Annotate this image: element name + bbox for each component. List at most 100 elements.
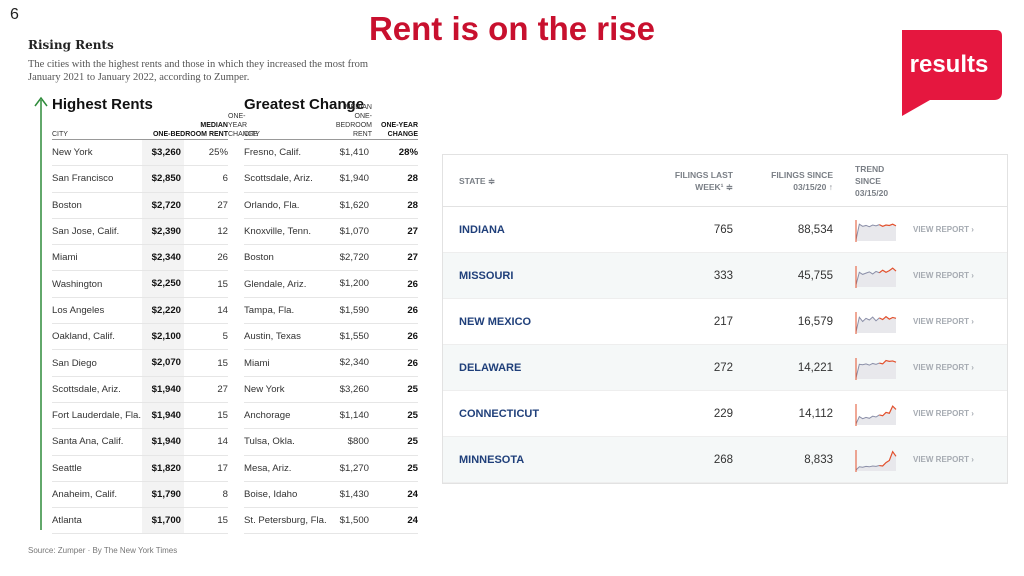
- table-row: Fort Lauderdale, Fla. $1,940 15: [52, 402, 228, 430]
- change-cell: 25%: [208, 147, 228, 159]
- city-cell: Glendale, Ariz.: [244, 278, 307, 290]
- rent-cell: $1,410: [339, 147, 369, 158]
- rent-cell: $2,340: [142, 245, 184, 271]
- table-row: Austin, Texas $1,550 26: [244, 324, 418, 351]
- rent-cell: $1,820: [142, 455, 184, 481]
- col-rent: MEDIAN ONE-BEDROOM RENT: [335, 104, 372, 138]
- city-cell: Atlanta: [52, 515, 82, 527]
- change-cell: 17: [217, 462, 228, 474]
- view-report-link[interactable]: VIEW REPORT ›: [913, 409, 974, 418]
- trend-cell: [833, 402, 901, 426]
- table-row: Fresno, Calif. $1,410 28%: [244, 140, 418, 167]
- city-cell: Anchorage: [244, 410, 291, 422]
- chart-heading: Rising Rents: [28, 38, 114, 52]
- table-row: Glendale, Ariz. $1,200 26: [244, 271, 418, 298]
- filings-last-week: 217: [713, 315, 733, 328]
- col-state[interactable]: STATE ≑: [459, 175, 496, 186]
- table-row: Oakland, Calif. $2,100 5: [52, 324, 228, 351]
- change-cell: 26: [407, 357, 418, 369]
- view-report-link[interactable]: VIEW REPORT ›: [913, 225, 974, 234]
- change-cell: 27: [407, 226, 418, 238]
- state-name[interactable]: MISSOURI: [459, 269, 514, 282]
- eviction-filings-table: STATE ≑ FILINGS LAST WEEK¹ ≑ FILINGS SINC…: [442, 154, 1008, 484]
- trend-line-early: [855, 464, 880, 470]
- filings-last-week: 268: [713, 453, 733, 466]
- city-cell: Santa Ana, Calif.: [52, 436, 124, 448]
- trend-line-early: [855, 413, 880, 424]
- table-row: MINNESOTA 268 8,833 VIEW REPORT ›: [443, 437, 1007, 483]
- change-cell: 5: [222, 331, 228, 343]
- table-row: Tampa, Fla. $1,590 26: [244, 298, 418, 325]
- rent-cell: $1,940: [339, 173, 369, 185]
- trend-area: [856, 223, 896, 241]
- rent-cell: $1,940: [142, 402, 184, 429]
- trend-sparkline: [855, 311, 897, 334]
- change-cell: 14: [217, 304, 228, 316]
- trend-cell: [833, 218, 901, 242]
- table-row: Boston $2,720 27: [244, 245, 418, 272]
- state-name[interactable]: NEW MEXICO: [459, 315, 532, 328]
- change-cell: 15: [217, 515, 228, 527]
- chart-subtitle: The cities with the highest rents and th…: [28, 59, 368, 83]
- change-cell: 27: [407, 252, 418, 264]
- change-cell: 24: [407, 489, 418, 500]
- change-cell: 6: [222, 173, 228, 185]
- table-row: Scottsdale, Ariz. $1,940 28: [244, 166, 418, 193]
- trend-cell: [833, 264, 901, 288]
- rent-cell: $2,070: [142, 350, 184, 376]
- col-rent: MEDIAN ONE-BEDROOM RENT: [152, 122, 228, 138]
- table-row: INDIANA 765 88,534 VIEW REPORT ›: [443, 207, 1007, 253]
- view-report-link[interactable]: VIEW REPORT ›: [913, 271, 974, 280]
- trend-line-recent: [878, 266, 897, 273]
- table-header: STATE ≑ FILINGS LAST WEEK¹ ≑ FILINGS SINC…: [443, 155, 1007, 207]
- view-report-link[interactable]: VIEW REPORT ›: [913, 363, 974, 372]
- table-row: Tulsa, Okla. $800 25: [244, 429, 418, 456]
- city-cell: New York: [52, 147, 93, 159]
- rent-cell: $2,250: [142, 271, 184, 297]
- table-row: Boise, Idaho $1,430 24: [244, 482, 418, 509]
- table-row: Scottsdale, Ariz. $1,940 27: [52, 376, 228, 403]
- table-row: DELAWARE 272 14,221 VIEW REPORT ›: [443, 345, 1007, 391]
- state-name[interactable]: MINNESOTA: [459, 453, 525, 466]
- greatest-change-heading: Greatest Change: [244, 96, 365, 113]
- rent-cell: $1,550: [339, 331, 369, 343]
- table-row: San Diego $2,070 15: [52, 350, 228, 377]
- filings-last-week: 229: [713, 407, 733, 420]
- trend-sparkline: [855, 403, 897, 426]
- rent-cell: $2,340: [339, 357, 369, 369]
- filings-since: 88,534: [797, 223, 833, 236]
- change-cell: 24: [407, 515, 418, 527]
- view-report-link[interactable]: VIEW REPORT ›: [913, 317, 974, 326]
- col-change: ONE-YEAR CHANGE: [381, 122, 418, 138]
- change-cell: 14: [217, 436, 228, 448]
- table-row: NEW MEXICO 217 16,579 VIEW REPORT ›: [443, 299, 1007, 345]
- col-filings-since[interactable]: FILINGS SINCE 03/15/20 ↑: [771, 169, 833, 192]
- change-cell: 27: [217, 199, 228, 211]
- view-report-link[interactable]: VIEW REPORT ›: [913, 455, 974, 464]
- rent-cell: $1,430: [339, 488, 369, 500]
- state-name[interactable]: INDIANA: [459, 223, 505, 236]
- col-trend: TREND SINCE 03/15/20: [855, 163, 889, 198]
- city-cell: Mesa, Ariz.: [244, 462, 292, 474]
- state-name[interactable]: CONNECTICUT: [459, 407, 540, 420]
- table-row: Orlando, Fla. $1,620 28: [244, 193, 418, 219]
- trend-line-recent: [879, 223, 897, 227]
- city-cell: Anaheim, Calif.: [52, 489, 118, 500]
- col-city: CITY: [52, 131, 68, 138]
- filings-last-week: 765: [713, 223, 733, 236]
- city-cell: Fresno, Calif.: [244, 147, 302, 159]
- greatest-change-table: Greatest Change CITY MEDIAN ONE-BEDROOM R…: [244, 96, 418, 535]
- change-cell: 26: [217, 252, 228, 264]
- table-row: New York $3,260 25: [244, 377, 418, 403]
- city-cell: Boise, Idaho: [244, 489, 298, 500]
- city-cell: St. Petersburg, Fla.: [244, 515, 327, 527]
- change-cell: 28: [407, 173, 418, 185]
- filings-since: 16,579: [797, 315, 833, 328]
- state-name[interactable]: DELAWARE: [459, 361, 522, 374]
- table-row: MISSOURI 333 45,755 VIEW REPORT ›: [443, 253, 1007, 299]
- col-filings-last-week[interactable]: FILINGS LAST WEEK¹ ≑: [674, 169, 733, 192]
- trend-cell: [833, 356, 901, 380]
- change-cell: 25: [407, 410, 418, 422]
- change-cell: 26: [407, 331, 418, 343]
- rent-cell: $3,260: [339, 383, 369, 395]
